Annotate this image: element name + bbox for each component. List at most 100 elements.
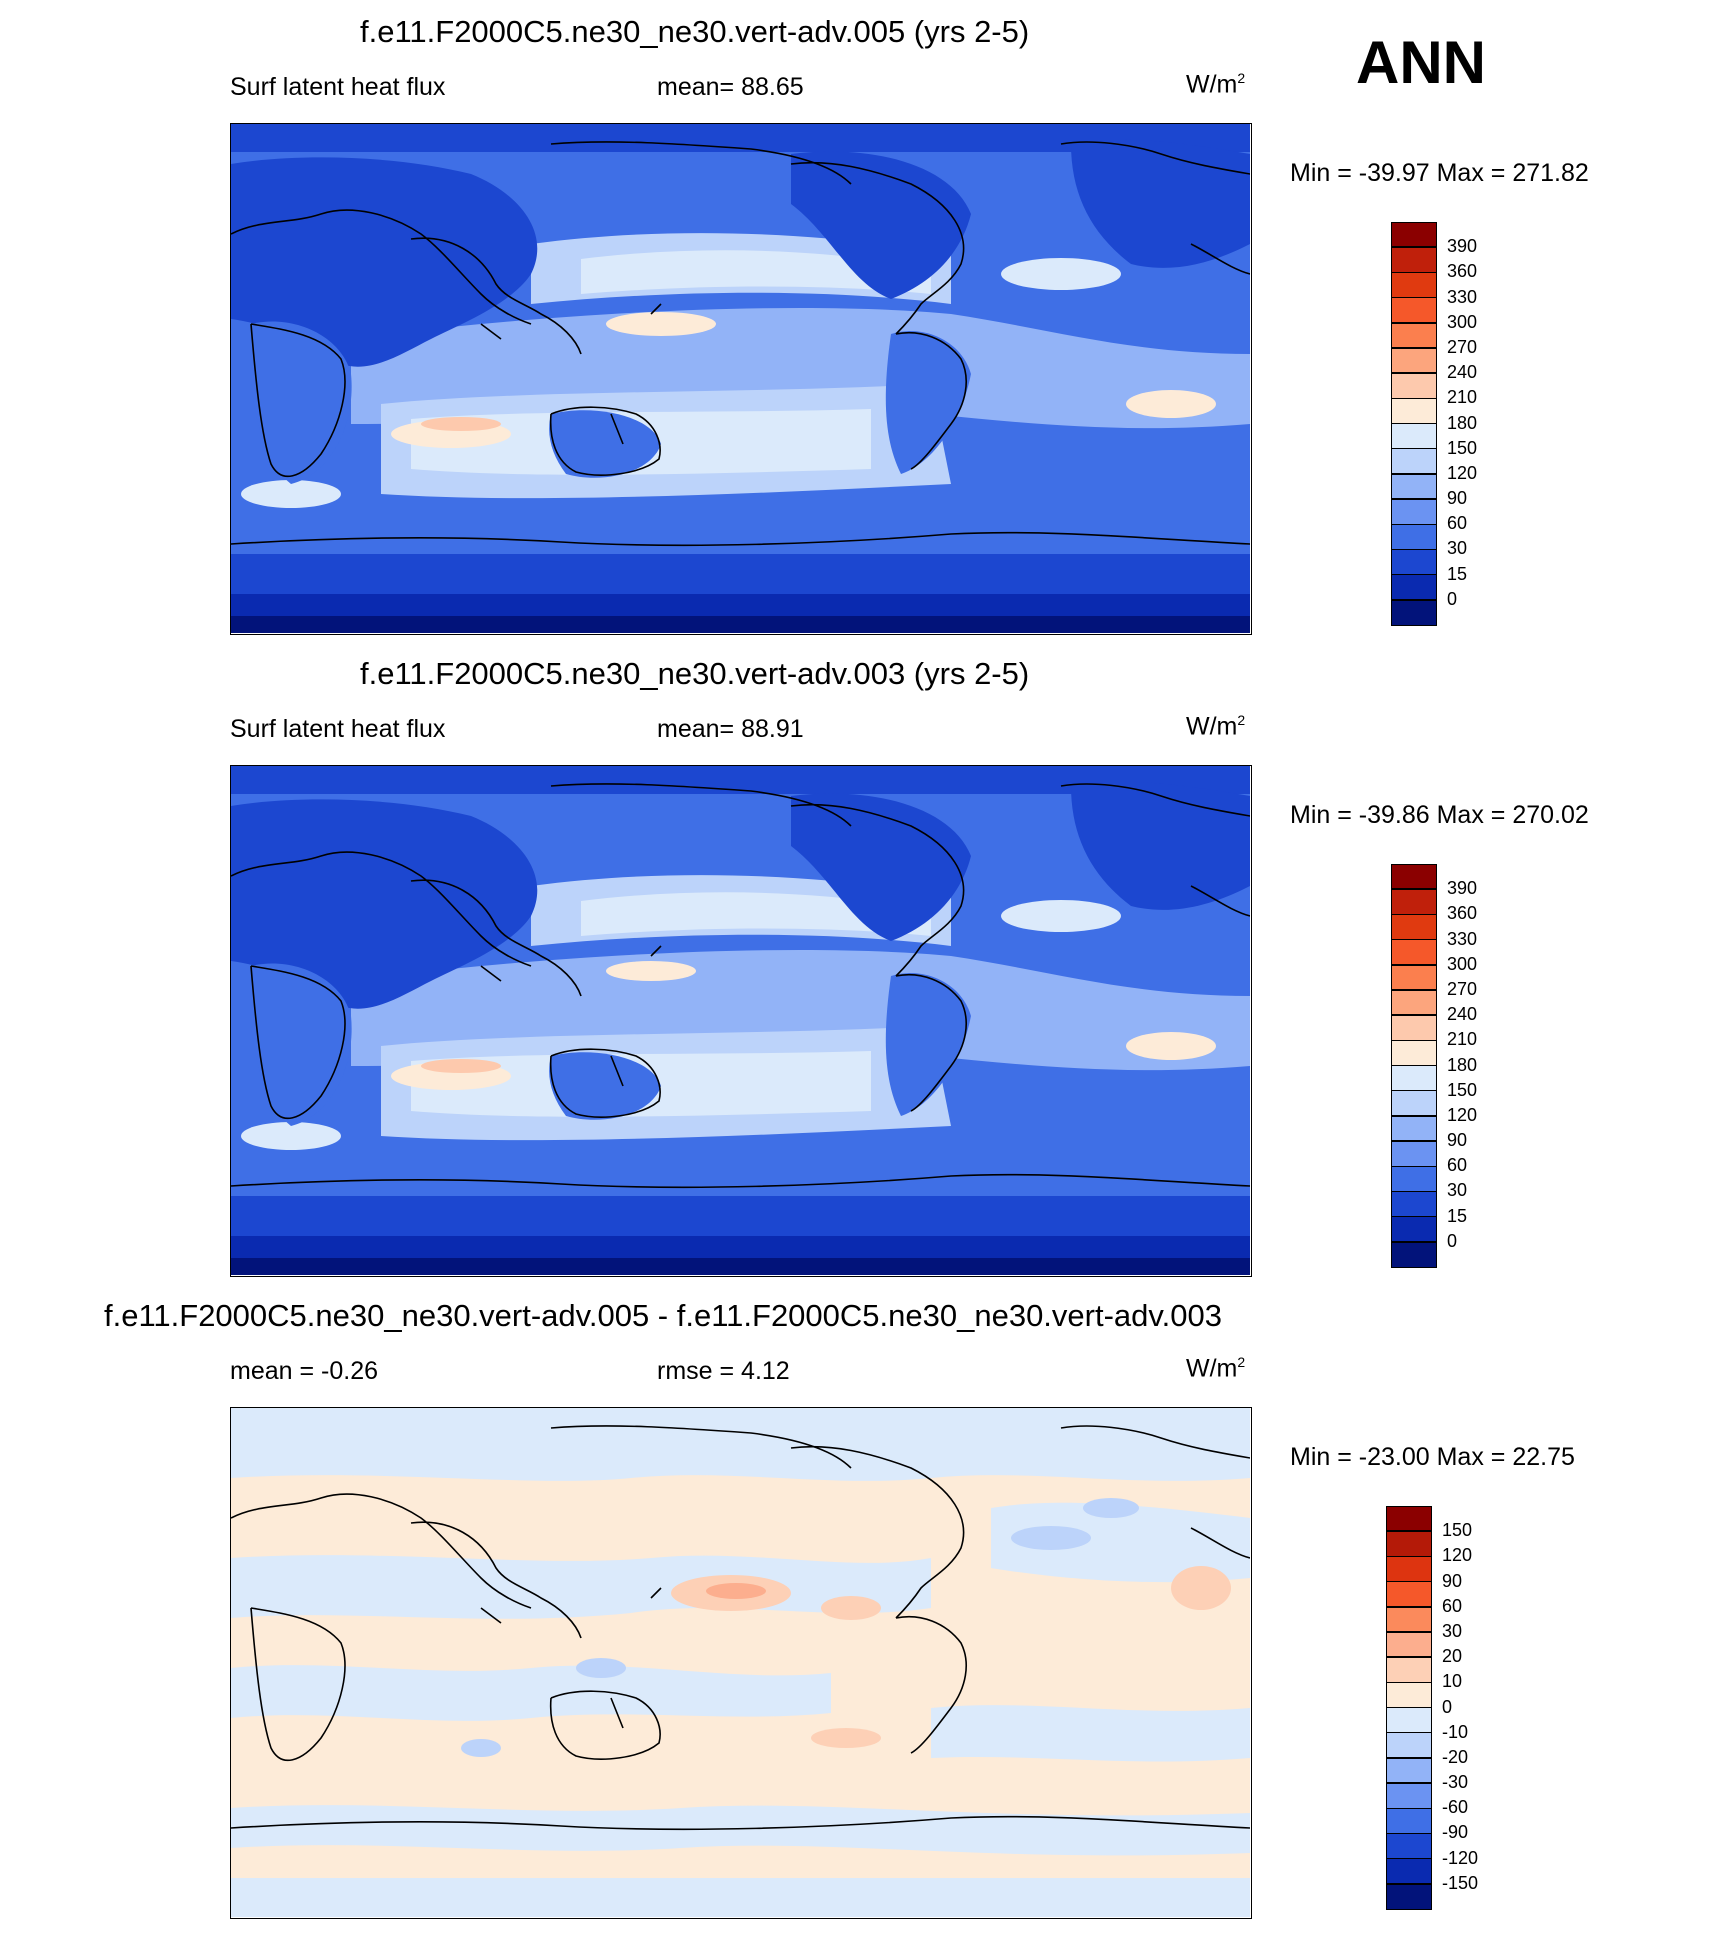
colorbar-tick-label: 150 [1447, 437, 1478, 458]
colorbar-boundary [1391, 397, 1437, 400]
colorbar-swatch [1391, 247, 1437, 273]
colorbar-boundary [1391, 599, 1437, 601]
colorbar-swatch [1391, 864, 1437, 890]
colorbar-tick-label: 0 [1447, 588, 1458, 609]
colorbar-boundary [1386, 1883, 1432, 1885]
colorbar-swatch [1391, 222, 1437, 248]
colorbar-swatch [1391, 448, 1437, 475]
colorbar-tick-label: 330 [1447, 928, 1478, 949]
colorbar-tick-label: 60 [1447, 513, 1468, 534]
panel-2-colorbar: 390 360 330 300 270 240 210 180 150 120 90 60 30 15 0 [1391, 864, 1477, 1268]
colorbar-tick-label: 30 [1442, 1620, 1463, 1641]
colorbar-tick-label: 330 [1447, 286, 1478, 307]
colorbar-swatch [1391, 1090, 1437, 1117]
panel-2-variable-label: Surf latent heat flux [230, 715, 446, 743]
colorbar-swatch [1391, 989, 1437, 1016]
colorbar-swatch [1391, 423, 1437, 450]
colorbar-boundary [1391, 473, 1437, 475]
colorbar-swatch [1386, 1556, 1432, 1583]
colorbar-tick-label: 150 [1442, 1520, 1473, 1541]
colorbar-swatch [1386, 1757, 1432, 1784]
panel-3-units: W/m2 [1186, 1354, 1246, 1383]
colorbar-boundary [1386, 1807, 1432, 1809]
colorbar-boundary [1386, 1681, 1432, 1684]
panel-1-minmax: Min = -39.97 Max = 271.82 [1290, 159, 1589, 187]
colorbar-tick-label: 20 [1442, 1646, 1463, 1667]
colorbar-boundary [1386, 1631, 1432, 1633]
colorbar-boundary [1386, 1656, 1432, 1658]
colorbar-swatch [1386, 1833, 1432, 1860]
colorbar-boundary [1391, 1115, 1437, 1117]
panel-1-map [230, 123, 1252, 635]
colorbar-swatch [1386, 1682, 1432, 1708]
colorbar-tick-label: -10 [1442, 1721, 1469, 1742]
colorbar-tick-label: 240 [1447, 362, 1478, 383]
colorbar-boundary [1386, 1857, 1432, 1860]
colorbar-boundary [1386, 1555, 1432, 1558]
colorbar-swatch [1391, 1141, 1437, 1167]
colorbar-tick-label: 300 [1447, 953, 1478, 974]
colorbar-swatch [1391, 272, 1437, 299]
colorbar-boundary [1391, 246, 1437, 248]
colorbar-tick-label: 120 [1447, 462, 1478, 483]
colorbar-tick-label: -120 [1442, 1847, 1479, 1868]
colorbar-tick-label: 300 [1447, 311, 1478, 332]
colorbar-boundary [1386, 1606, 1432, 1608]
colorbar-boundary [1391, 523, 1437, 525]
colorbar-tick-label: 0 [1447, 1230, 1458, 1251]
colorbar-boundary [1391, 548, 1437, 551]
colorbar-swatch [1391, 373, 1437, 399]
colorbar-tick-label: 270 [1447, 336, 1478, 357]
colorbar-swatch [1391, 524, 1437, 550]
colorbar-tick-label: 30 [1447, 1180, 1468, 1201]
colorbar-swatch [1386, 1732, 1432, 1759]
colorbar-boundary [1386, 1782, 1432, 1784]
colorbar-tick-label: 180 [1447, 1054, 1478, 1075]
colorbar-boundary [1391, 573, 1437, 576]
colorbar-tick-label: 60 [1442, 1595, 1463, 1616]
colorbar-swatch [1386, 1506, 1432, 1532]
colorbar-swatch [1391, 964, 1437, 991]
colorbar-boundary [1391, 913, 1437, 916]
colorbar-tick-label: 390 [1447, 236, 1478, 257]
colorbar-boundary [1391, 422, 1437, 425]
colorbar-swatch [1391, 1191, 1437, 1218]
colorbar-swatch [1386, 1581, 1432, 1608]
colorbar-tick-label: -90 [1442, 1822, 1469, 1843]
panel-2-title: f.e11.F2000C5.ne30_ne30.vert-adv.003 (yr… [360, 656, 1030, 691]
colorbar-swatch [1391, 914, 1437, 941]
colorbar-boundary [1391, 1165, 1437, 1167]
panel-3-minmax: Min = -23.00 Max = 22.75 [1290, 1443, 1575, 1471]
colorbar-swatch [1386, 1783, 1432, 1809]
colorbar-boundary [1386, 1530, 1432, 1532]
colorbar-boundary [1386, 1731, 1432, 1734]
colorbar-swatch [1386, 1531, 1432, 1557]
colorbar-boundary [1391, 964, 1437, 966]
colorbar-tick-label: 360 [1447, 261, 1478, 282]
colorbar-tick-label: 210 [1447, 1029, 1478, 1050]
colorbar-boundary [1391, 1014, 1437, 1016]
season-label: ANN [1356, 29, 1486, 96]
colorbar-boundary [1386, 1757, 1432, 1759]
colorbar-boundary [1391, 1241, 1437, 1243]
colorbar-tick-label: -150 [1442, 1872, 1479, 1893]
colorbar-tick-label: -30 [1442, 1772, 1469, 1793]
colorbar-tick-label: 90 [1447, 488, 1468, 509]
colorbar-boundary [1391, 322, 1437, 324]
colorbar-boundary [1391, 989, 1437, 991]
colorbar-boundary [1391, 447, 1437, 450]
colorbar-tick-label: -60 [1442, 1797, 1469, 1818]
colorbar-swatch [1391, 1015, 1437, 1041]
panel-1-units: W/m2 [1186, 70, 1246, 99]
colorbar-boundary [1391, 271, 1437, 274]
colorbar-boundary [1391, 1064, 1437, 1067]
colorbar-swatch [1391, 322, 1437, 349]
colorbar-boundary [1386, 1832, 1432, 1835]
colorbar-swatch [1391, 1040, 1437, 1066]
colorbar-tick-label: 150 [1447, 1079, 1478, 1100]
colorbar-swatch [1386, 1858, 1432, 1885]
colorbar-boundary [1391, 1190, 1437, 1193]
colorbar-boundary [1391, 372, 1437, 374]
colorbar-boundary [1386, 1580, 1432, 1583]
colorbar-tick-label: 90 [1442, 1570, 1463, 1591]
